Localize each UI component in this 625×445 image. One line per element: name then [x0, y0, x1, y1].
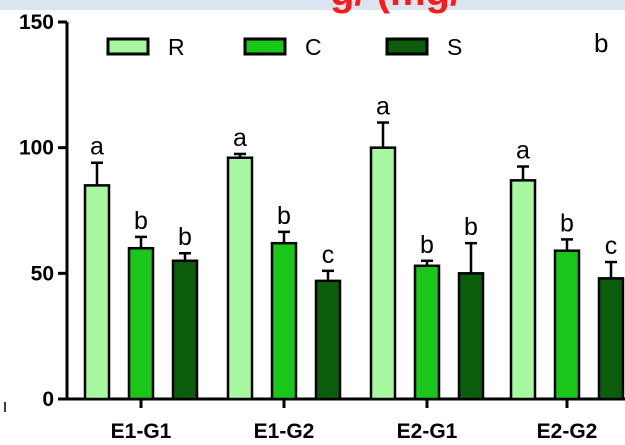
- significance-letter: b: [134, 207, 148, 235]
- bar-c: [127, 246, 155, 401]
- bar-r: [226, 156, 254, 401]
- x-tick-label: E2-G2: [537, 420, 598, 443]
- header-band: [0, 0, 625, 10]
- bar-c: [413, 264, 441, 401]
- x-tick-label: E1-G2: [254, 420, 315, 443]
- bar-r: [509, 179, 537, 401]
- bar-c: [270, 241, 298, 401]
- significance-letter: c: [322, 241, 335, 269]
- significance-letter: a: [233, 124, 247, 152]
- legend-label-s: S: [447, 34, 462, 60]
- y-tick-label: 100: [19, 137, 54, 160]
- significance-letter: b: [560, 209, 574, 237]
- bar-r: [369, 146, 397, 401]
- significance-letter: a: [376, 93, 390, 121]
- significance-letter: b: [277, 202, 291, 230]
- significance-letter: c: [605, 232, 618, 260]
- legend-label-c: C: [305, 34, 322, 60]
- x-tick-label: E2-G1: [397, 420, 458, 443]
- significance-letter: a: [516, 137, 530, 165]
- bar-r: [83, 184, 111, 401]
- x-tick-label: E1-G1: [111, 420, 172, 443]
- significance-letter: a: [90, 133, 104, 161]
- legend-label-r: R: [168, 34, 185, 60]
- y-tick-label: 150: [19, 11, 54, 34]
- significance-letter: b: [464, 213, 478, 241]
- significance-letter: b: [420, 231, 434, 259]
- legend-swatch-s: [385, 37, 429, 56]
- y-tick-label: 0: [42, 388, 54, 411]
- bar-s: [597, 277, 625, 401]
- bar-s: [314, 279, 342, 401]
- significance-letter: b: [178, 223, 192, 251]
- panel-label: b: [594, 28, 608, 58]
- legend-swatch-r: [106, 37, 150, 56]
- bar-s: [171, 259, 199, 401]
- legend-swatch-c: [243, 37, 287, 56]
- bar-s: [457, 272, 485, 401]
- bar-c: [553, 249, 581, 401]
- y-tick-label: 50: [31, 262, 54, 285]
